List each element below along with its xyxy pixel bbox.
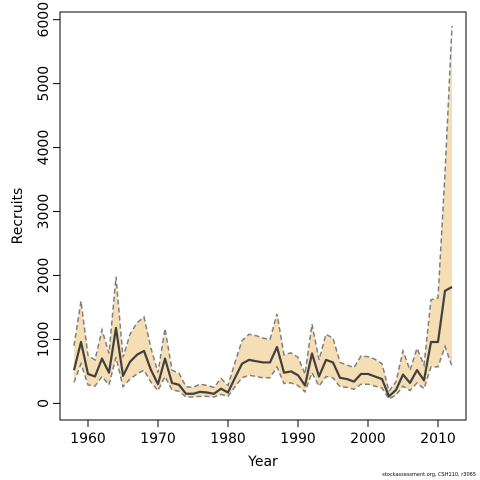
x-tick-label: 1960 [70,431,106,447]
x-axis-title: Year [247,454,278,470]
x-tick-label: 2010 [420,431,456,447]
confidence-band [74,26,452,399]
x-axis: 1960 1970 1980 1990 2000 2010 [70,420,456,447]
y-tick-label: 1000 [36,322,52,358]
source-credit: stockassessment.org, CSH110, r3065 [382,472,476,478]
y-tick-label: 5000 [36,66,52,102]
upper-bound-line [73,26,453,393]
x-tick-label: 1990 [280,431,316,447]
x-tick-label: 1970 [140,431,176,447]
y-tick-label: 3000 [36,194,52,230]
plot-frame [59,11,467,421]
line-layer [72,26,453,400]
y-axis-title: Recruits [10,188,26,245]
y-tick-label: 2000 [36,258,52,294]
median-line [72,286,453,398]
y-axis: 0 1000 2000 3000 4000 5000 6000 [36,2,60,408]
y-tick-label: 6000 [36,2,52,38]
x-tick-label: 1980 [210,431,246,447]
x-tick-label: 2000 [350,431,386,447]
y-tick-label: 0 [36,399,52,408]
y-tick-label: 4000 [36,130,52,166]
confidence-band-layer [74,26,452,399]
